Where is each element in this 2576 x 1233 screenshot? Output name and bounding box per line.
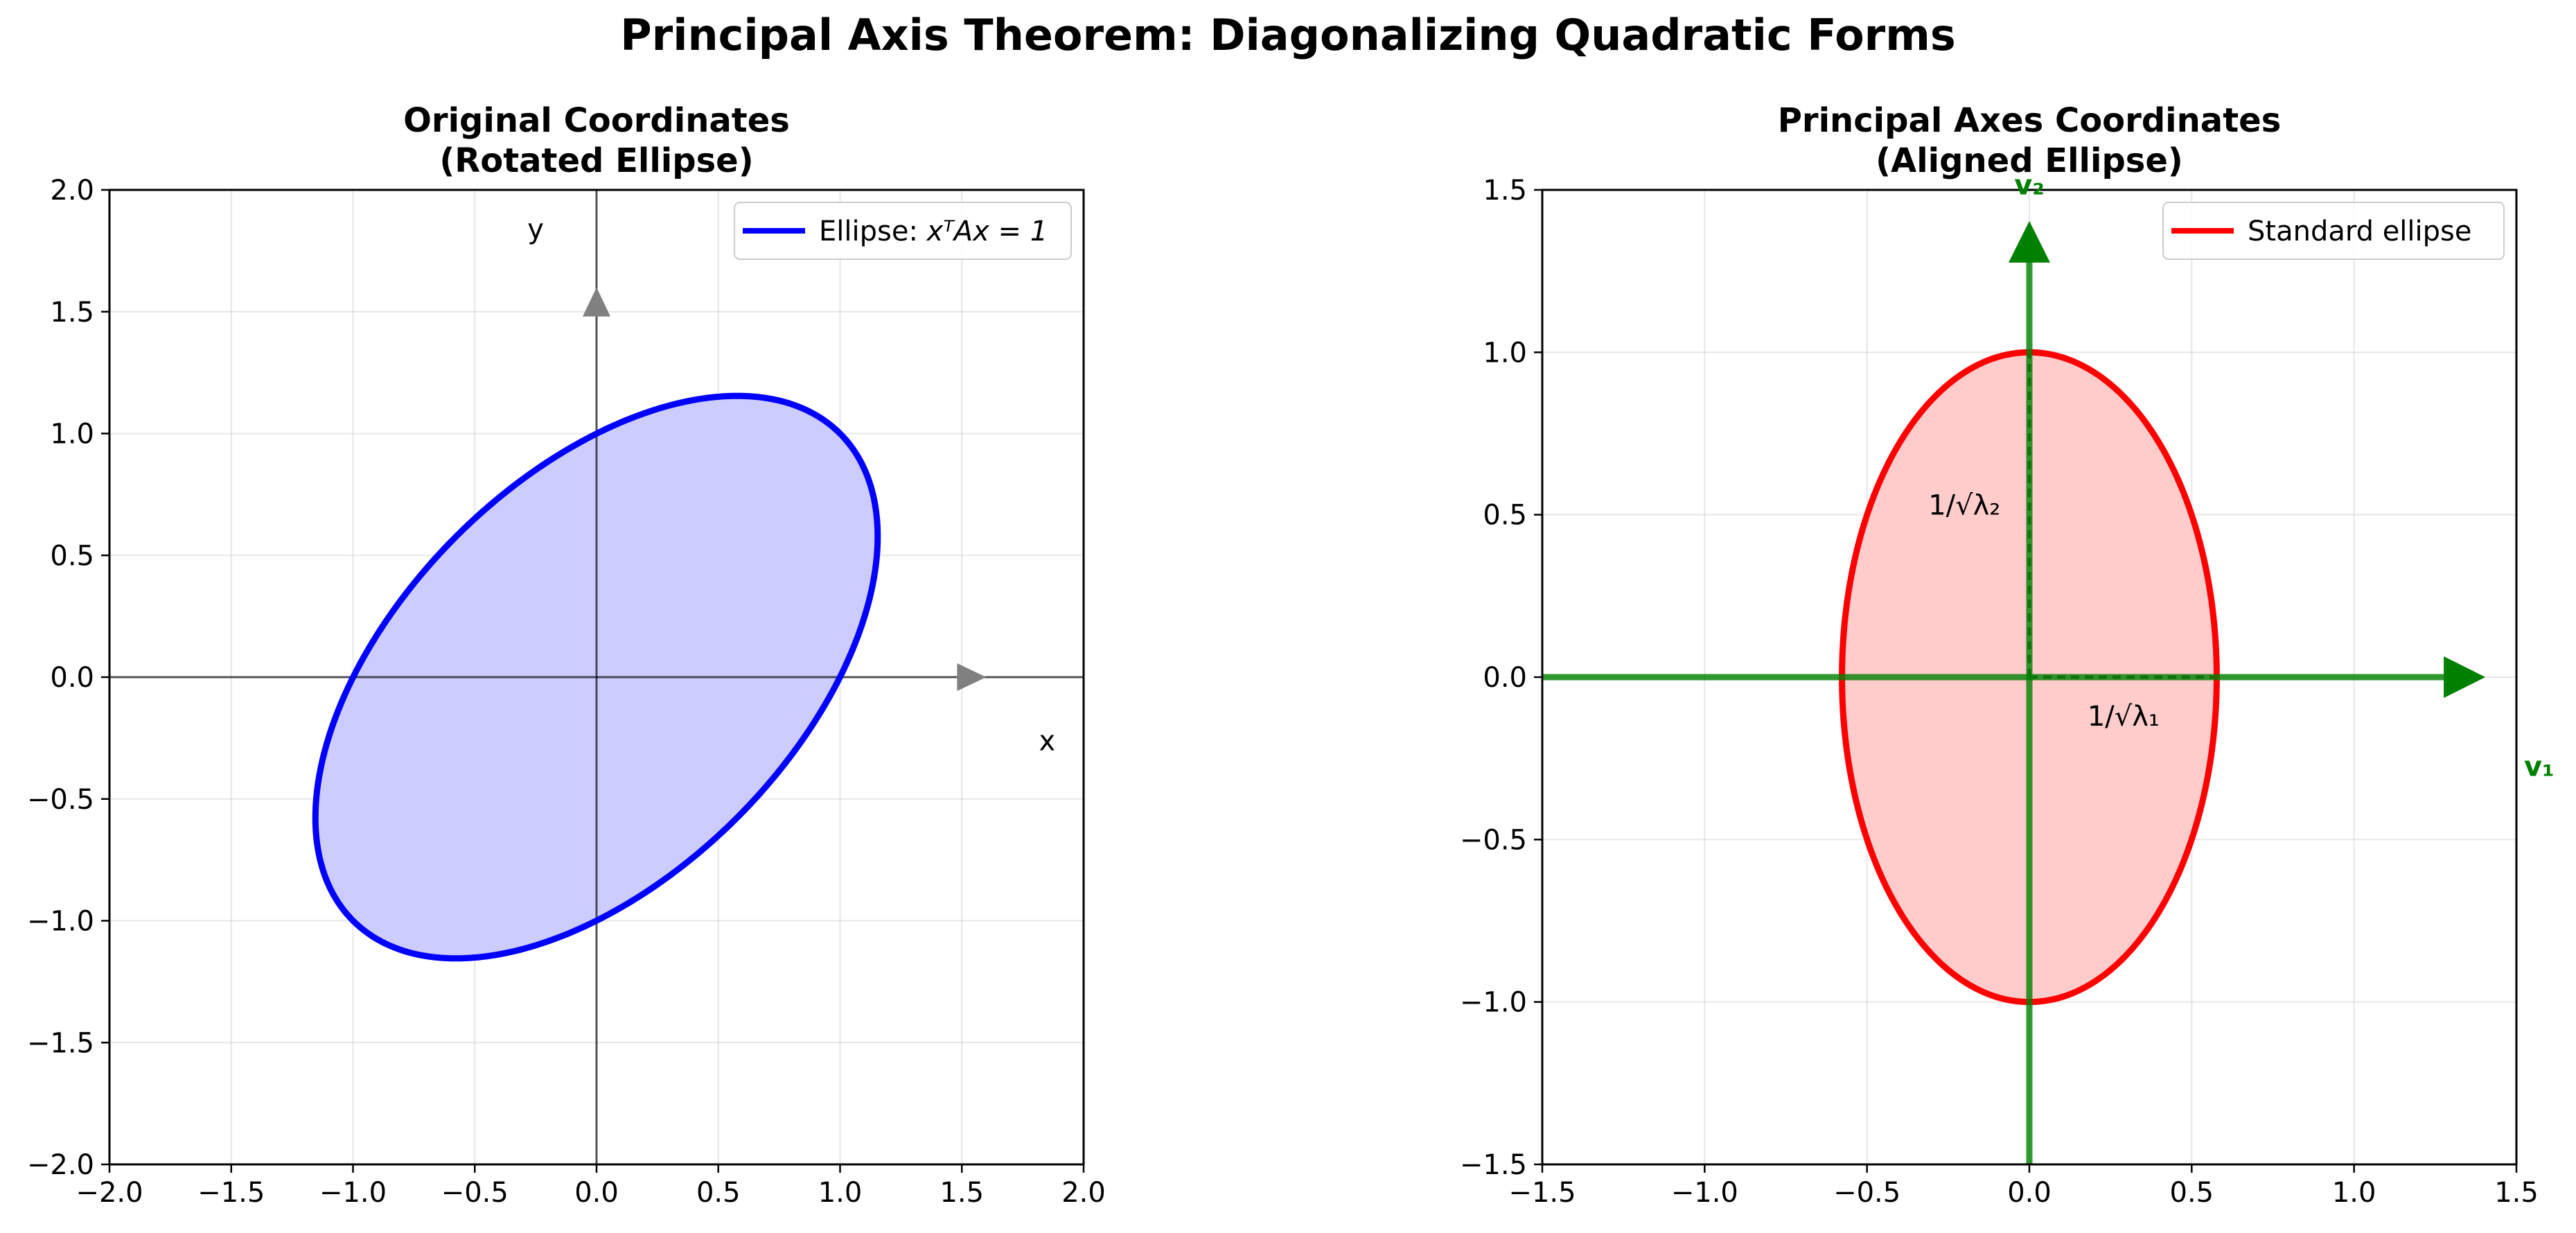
left-axes-frame — [108, 189, 1085, 1166]
right-y-tick-label: −1.0 — [1460, 987, 1527, 1019]
left-panel-title-line1: Original Coordinates — [403, 101, 790, 140]
left-ticks: −2.0 −1.5 −1.0 −0.5 0.0 0.5 1.0 1.5 2.0 −2.0 −1.5 −… — [27, 175, 1106, 1209]
left-y-tick-label: 1.0 — [50, 419, 94, 451]
left-plot-area — [109, 190, 1084, 1164]
x-axis-annotation: x — [1039, 725, 1055, 757]
right-x-tick-label: 0.5 — [2170, 1177, 2214, 1209]
y-axis-annotation: y — [527, 213, 544, 245]
semi-axis-y-annotation: 1/√λ₂ — [1928, 490, 2000, 522]
right-axes-frame — [1541, 189, 2518, 1166]
right-panel: −1.5 −1.0 −0.5 0.0 0.5 1.0 1.5 −1.5 −1.0 −0.5 0.0 0… — [1460, 101, 2555, 1209]
left-y-tick-label: −1.5 — [27, 1027, 94, 1059]
eigenvector-v1-arrowhead — [2444, 656, 2486, 698]
right-x-tick-label: 1.0 — [2332, 1177, 2376, 1209]
right-x-tick-label: −1.5 — [1508, 1177, 1576, 1209]
right-y-tick-label: 1.0 — [1483, 337, 1527, 369]
left-y-tick-label: 1.5 — [50, 297, 94, 329]
left-y-tick-label: −0.5 — [27, 784, 94, 816]
left-x-tick-label: 1.5 — [939, 1177, 984, 1209]
left-x-tick-label: 2.0 — [1061, 1177, 1106, 1209]
right-plot-area — [1542, 250, 2457, 1164]
left-y-tick-label: 0.5 — [50, 540, 94, 572]
left-legend-box — [734, 202, 1072, 260]
left-legend-prefix: Ellipse: — [819, 216, 927, 247]
right-ticks: −1.5 −1.0 −0.5 0.0 0.5 1.0 1.5 −1.5 −1.0 −0.5 0.0 0… — [1460, 175, 2539, 1209]
right-legend-label: Standard ellipse — [2248, 216, 2471, 247]
left-x-tick-label: 1.0 — [818, 1177, 863, 1209]
semi-axis-x-annotation: 1/√λ₁ — [2088, 701, 2160, 733]
right-x-tick-label: 1.5 — [2494, 1177, 2539, 1209]
figure-title: Principal Axis Theorem: Diagonalizing Qu… — [620, 10, 1956, 60]
eigenvector-v2-arrowhead — [2009, 220, 2050, 263]
right-legend-box — [2162, 202, 2505, 260]
left-legend-label: Ellipse: xᵀAx = 1 — [819, 216, 1048, 247]
right-y-tick-label: 1.5 — [1483, 175, 1527, 207]
left-panel: −2.0 −1.5 −1.0 −0.5 0.0 0.5 1.0 1.5 2.0 −2.0 −1.5 −… — [27, 101, 1106, 1209]
right-x-tick-label: −0.5 — [1833, 1177, 1900, 1209]
left-x-tick-label: −1.0 — [319, 1177, 387, 1209]
right-panel-title-line1: Principal Axes Coordinates — [1778, 101, 2282, 140]
right-y-tick-label: 0.5 — [1483, 500, 1527, 532]
x-axis-arrow — [957, 663, 987, 691]
eigenvector-v1-label: v₁ — [2524, 751, 2555, 783]
left-y-tick-label: 0.0 — [50, 662, 94, 694]
left-y-tick-label: 2.0 — [50, 175, 94, 207]
rotated-ellipse-curve — [312, 392, 881, 962]
left-x-tick-label: −0.5 — [441, 1177, 509, 1209]
left-x-tick-label: −2.0 — [76, 1177, 143, 1209]
left-y-tick-label: −2.0 — [27, 1149, 94, 1181]
y-axis-arrow — [583, 287, 610, 317]
right-y-tick-label: −0.5 — [1460, 824, 1527, 856]
left-legend: Ellipse: xᵀAx = 1 — [734, 202, 1072, 260]
right-y-tick-label: 0.0 — [1483, 662, 1527, 694]
left-x-tick-label: −1.5 — [197, 1177, 265, 1209]
right-legend: Standard ellipse — [2162, 202, 2505, 260]
right-x-tick-label: −1.0 — [1671, 1177, 1738, 1209]
left-x-tick-label: 0.5 — [696, 1177, 741, 1209]
right-panel-title-line2: (Aligned Ellipse) — [1876, 141, 2183, 180]
eigenvector-v2-label: v₂ — [2014, 170, 2045, 202]
left-x-tick-label: 0.0 — [574, 1177, 619, 1209]
left-panel-title-line2: (Rotated Ellipse) — [439, 141, 753, 180]
left-y-tick-label: −1.0 — [27, 906, 94, 938]
right-y-tick-label: −1.5 — [1460, 1149, 1527, 1181]
right-x-tick-label: 0.0 — [2007, 1177, 2052, 1209]
left-legend-math: xᵀAx = 1 — [926, 216, 1048, 247]
